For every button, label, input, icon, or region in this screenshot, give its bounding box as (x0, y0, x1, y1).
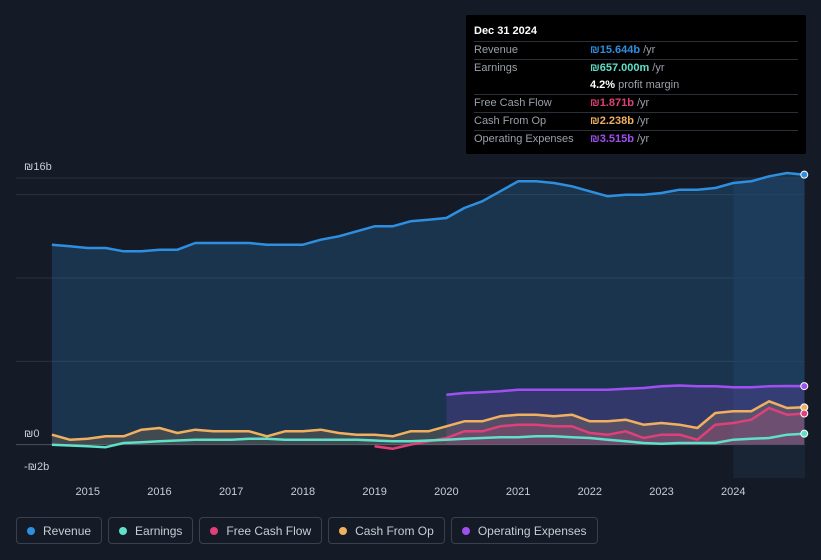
free-cash-flow-line (374, 406, 805, 451)
operating-expenses-line (446, 384, 805, 396)
legend-dot-icon (461, 526, 470, 535)
x-tick-label: 2018 (291, 486, 315, 498)
tooltip-row-earnings: Earnings ₪657.000m /yr (474, 59, 798, 77)
revenue-area (51, 173, 805, 445)
tooltip-value: ₪3.515b (590, 133, 634, 145)
legend-label: Operating Expenses (477, 523, 587, 538)
series-lines (51, 171, 805, 451)
axes: ₪16b ₪0 -₪2b (24, 161, 52, 473)
tooltip-row-revenue: Revenue ₪15.644b /yr (474, 41, 798, 59)
tooltip-value: ₪657.000m (590, 62, 650, 74)
tooltip-row-operating-expenses: Operating Expenses ₪3.515b /yr (474, 130, 798, 148)
x-tick-label: 2019 (362, 486, 386, 498)
legend-item-earnings[interactable]: Earnings (108, 517, 194, 544)
operating-expenses-end-marker[interactable] (800, 382, 809, 391)
revenue-end-marker[interactable] (800, 170, 809, 179)
x-tick-label: 2024 (721, 486, 745, 498)
y-tick-label-top: ₪16b (24, 161, 52, 173)
tooltip-unit: profit margin (618, 79, 680, 91)
tooltip-unit: /yr (636, 97, 650, 109)
free-cash-flow-end-marker[interactable] (800, 409, 809, 418)
x-tick-label: 2021 (506, 486, 530, 498)
tooltip-label: Free Cash Flow (474, 97, 552, 109)
legend-item-operating-expenses[interactable]: Operating Expenses (450, 517, 598, 544)
series-areas (51, 173, 805, 449)
operating-expenses-area (446, 385, 805, 445)
x-tick-label: 2020 (434, 486, 458, 498)
tooltip-value: ₪2.238b (590, 115, 634, 127)
tooltip-unit: /yr (636, 133, 650, 145)
tooltip-date: Dec 31 2024 (474, 25, 537, 37)
tooltip-row-cash-from-op: Cash From Op ₪2.238b /yr (474, 112, 798, 130)
x-tick-label: 2023 (649, 486, 673, 498)
legend-dot-icon (119, 526, 128, 535)
earnings-end-marker[interactable] (800, 429, 809, 438)
tooltip-unit: /yr (636, 115, 650, 127)
x-tick-label: 2016 (147, 486, 171, 498)
legend-label: Free Cash Flow (226, 523, 312, 538)
y-tick-label-zero: ₪0 (24, 428, 39, 440)
legend-item-revenue[interactable]: Revenue (16, 517, 103, 544)
tooltip-row-margin: 4.2% profit margin (474, 77, 798, 94)
legend-label: Cash From Op (355, 523, 434, 538)
tooltip-label: Cash From Op (474, 115, 547, 127)
tooltip-value: ₪1.871b (590, 97, 634, 109)
revenue-line (51, 171, 805, 253)
y-tick-label-bottom: -₪2b (24, 461, 49, 473)
x-tick-label: 2015 (75, 486, 99, 498)
legend: Revenue Earnings Free Cash Flow Cash Fro… (16, 517, 598, 544)
tooltip-panel: Dec 31 2024 Revenue ₪15.644b /yr Earning… (466, 15, 806, 154)
tooltip-label: Revenue (474, 44, 519, 56)
tooltip-value: 4.2% (590, 79, 616, 91)
tooltip-label: Earnings (474, 62, 518, 74)
tooltip-label (474, 77, 590, 94)
cash-from-op-line (51, 400, 805, 441)
tooltip-unit: /yr (643, 44, 656, 56)
legend-label: Revenue (43, 523, 92, 538)
tooltip-value: ₪15.644b (590, 44, 641, 56)
legend-dot-icon (27, 526, 35, 535)
legend-item-free-cash-flow[interactable]: Free Cash Flow (199, 517, 323, 544)
legend-dot-icon (210, 526, 219, 535)
x-tick-labels: 2015 2016 2017 2018 2019 2020 2021 2022 2023 2024 (75, 486, 745, 498)
highlight-band (733, 178, 805, 478)
earnings-line (51, 432, 805, 449)
tooltip-label: Operating Expenses (474, 133, 574, 145)
legend-item-cash-from-op[interactable]: Cash From Op (328, 517, 445, 544)
x-tick-label: 2017 (219, 486, 243, 498)
tooltip-unit: /yr (652, 62, 665, 74)
x-tick-label: 2022 (578, 486, 602, 498)
tooltip-row-free-cash-flow: Free Cash Flow ₪1.871b /yr (474, 94, 798, 112)
series-end-markers (800, 170, 809, 438)
legend-label: Earnings (135, 523, 183, 538)
legend-dot-icon (339, 526, 348, 535)
